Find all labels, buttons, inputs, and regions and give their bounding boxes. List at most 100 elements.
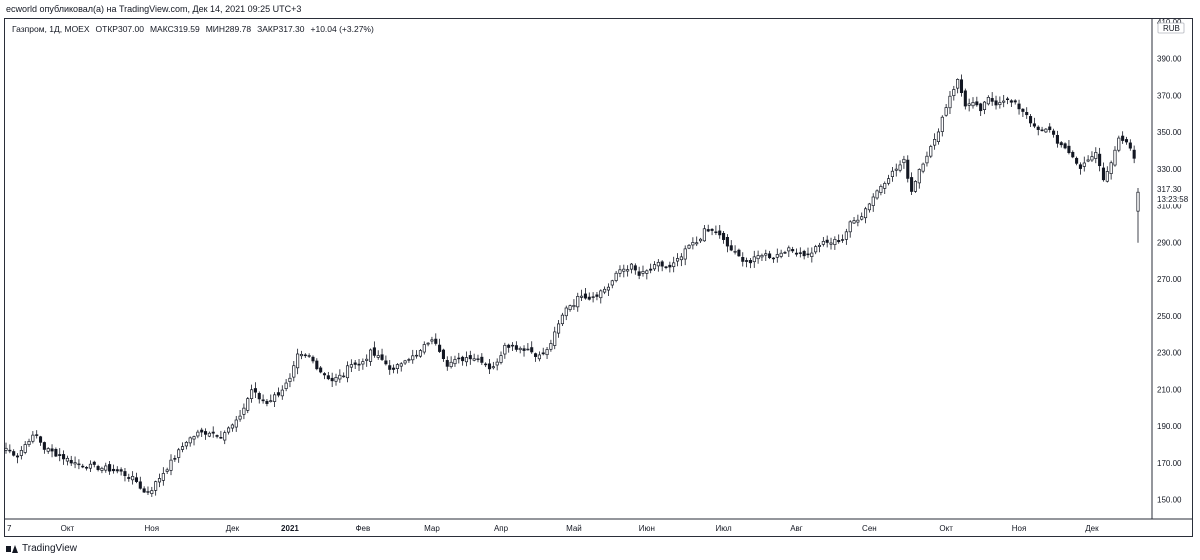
candle[interactable] (768, 250, 772, 260)
candle[interactable] (580, 289, 584, 301)
legend-symbol[interactable]: Газпром, 1Д, MOEX (12, 24, 90, 34)
candle[interactable] (702, 225, 706, 242)
candle[interactable] (990, 92, 994, 106)
candle[interactable] (246, 397, 250, 414)
candle[interactable] (591, 292, 595, 303)
candle[interactable] (856, 214, 860, 227)
candle[interactable] (349, 359, 353, 373)
candle[interactable] (399, 362, 403, 372)
candle[interactable] (1121, 131, 1125, 144)
candle[interactable] (1055, 130, 1059, 148)
candle[interactable] (814, 244, 818, 255)
candle[interactable] (345, 361, 350, 383)
candle[interactable] (806, 247, 810, 258)
candle[interactable] (150, 486, 154, 497)
candle[interactable] (718, 225, 722, 239)
candle[interactable] (319, 366, 323, 374)
candle[interactable] (261, 394, 265, 404)
candle[interactable] (1078, 162, 1082, 175)
price-axis[interactable]: 150.00 170.00 190.00 210.00 230.00 250.00 270.… (1157, 18, 1182, 505)
candle[interactable] (783, 250, 787, 255)
candle[interactable] (748, 258, 752, 269)
candle[interactable] (952, 85, 956, 101)
candle[interactable] (1101, 162, 1106, 182)
candle[interactable] (1013, 99, 1017, 105)
candle[interactable] (518, 346, 522, 354)
candle[interactable] (441, 348, 445, 362)
candle[interactable] (415, 350, 419, 359)
candle[interactable] (833, 236, 837, 250)
candle[interactable] (334, 373, 338, 386)
candle[interactable] (695, 236, 699, 247)
candle[interactable] (864, 206, 868, 224)
candle[interactable] (802, 249, 806, 260)
candle[interactable] (403, 359, 407, 366)
candle[interactable] (875, 189, 879, 200)
candle[interactable] (380, 348, 384, 361)
candle[interactable] (253, 382, 257, 398)
candle[interactable] (917, 168, 921, 189)
candle[interactable] (921, 162, 925, 174)
candle[interactable] (77, 459, 81, 470)
candle[interactable] (1029, 114, 1033, 128)
candle[interactable] (292, 361, 296, 382)
candle[interactable] (487, 359, 492, 375)
candle[interactable] (357, 359, 361, 371)
candle[interactable] (369, 348, 373, 366)
candle[interactable] (307, 353, 311, 358)
candle[interactable] (227, 426, 231, 435)
candle[interactable] (959, 74, 964, 97)
candle[interactable] (173, 455, 177, 462)
candle[interactable] (284, 379, 288, 392)
candle[interactable] (407, 357, 411, 363)
candle[interactable] (1036, 125, 1040, 136)
candle[interactable] (200, 427, 204, 437)
candle[interactable] (296, 348, 300, 375)
candle[interactable] (1075, 156, 1079, 166)
candle[interactable] (184, 440, 188, 450)
candle[interactable] (438, 338, 442, 353)
candle[interactable] (618, 265, 622, 278)
candle[interactable] (353, 359, 357, 370)
candle[interactable] (280, 385, 284, 400)
candle[interactable] (503, 342, 507, 359)
candle[interactable] (1094, 147, 1098, 164)
candle[interactable] (848, 220, 852, 238)
candle[interactable] (238, 409, 242, 422)
candle[interactable] (606, 283, 610, 296)
candle[interactable] (1052, 128, 1056, 138)
candle[interactable] (127, 473, 131, 482)
candle[interactable] (549, 339, 553, 352)
candle[interactable] (491, 361, 495, 370)
candle[interactable] (62, 450, 66, 465)
candle[interactable] (250, 384, 254, 403)
candle[interactable] (595, 292, 599, 301)
candle[interactable] (1113, 146, 1117, 167)
candle[interactable] (445, 356, 449, 371)
candle[interactable] (142, 486, 146, 494)
candle[interactable] (779, 249, 783, 259)
candle[interactable] (499, 351, 503, 365)
candle[interactable] (192, 435, 196, 446)
candle[interactable] (115, 466, 119, 474)
candle[interactable] (96, 464, 100, 472)
candle[interactable] (464, 351, 469, 367)
candle[interactable] (58, 448, 62, 462)
candle[interactable] (154, 480, 158, 496)
candle[interactable] (564, 305, 568, 321)
candle[interactable] (384, 355, 388, 366)
candle[interactable] (944, 104, 948, 117)
candle[interactable] (1032, 117, 1036, 129)
candle[interactable] (104, 462, 108, 473)
candle[interactable] (322, 372, 327, 380)
candle[interactable] (453, 355, 457, 367)
candle[interactable] (203, 428, 208, 440)
candle[interactable] (177, 447, 181, 463)
candle[interactable] (299, 350, 304, 360)
candle[interactable] (837, 234, 841, 244)
candle[interactable] (534, 352, 538, 362)
candle[interactable] (430, 336, 434, 345)
candle[interactable] (603, 286, 607, 295)
candle[interactable] (887, 174, 891, 186)
candle[interactable] (752, 250, 756, 268)
